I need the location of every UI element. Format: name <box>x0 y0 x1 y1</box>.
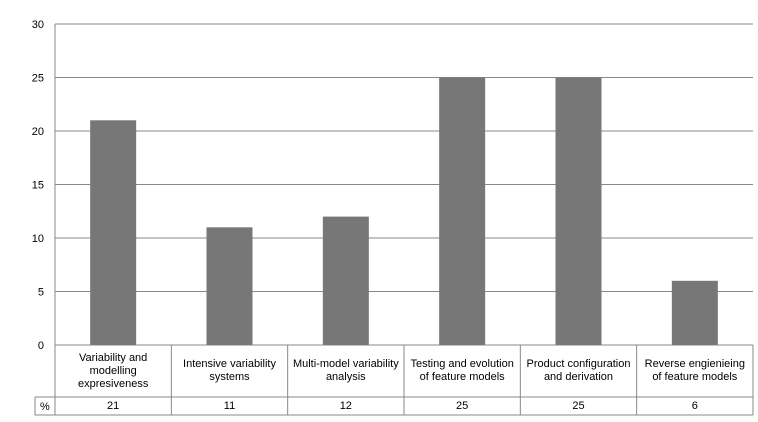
data-label: 25 <box>456 400 469 412</box>
x-tick-label: Reverse engienieing of feature models <box>644 358 745 383</box>
bar <box>90 120 137 345</box>
data-label: 21 <box>107 400 120 412</box>
data-label: 6 <box>691 400 698 412</box>
x-tick-label: Testing and evolution of feature models <box>410 358 514 383</box>
y-tick-label: 25 <box>32 73 44 85</box>
y-tick-label: 0 <box>38 340 44 352</box>
gridlines <box>54 23 753 346</box>
bar <box>555 77 602 345</box>
y-tick-label: 10 <box>32 233 44 245</box>
x-tick-label: Variability and modelling expresiveness <box>78 351 149 390</box>
y-axis-ticks: 0 5 10 15 20 25 30 <box>32 19 44 352</box>
y-tick-label: 20 <box>32 126 44 138</box>
bar <box>206 227 253 345</box>
data-label: 12 <box>339 400 352 412</box>
y-tick-label: 15 <box>32 180 44 192</box>
bar <box>671 280 718 345</box>
data-label: 11 <box>223 400 236 412</box>
y-tick-label: 30 <box>32 19 44 31</box>
bar <box>322 216 369 345</box>
bars <box>90 77 718 345</box>
x-tick-label: Product configuration and derivation <box>526 358 631 383</box>
bar <box>439 77 486 345</box>
data-label: 25 <box>572 400 585 412</box>
x-tick-label: Multi-model variability analysis <box>292 358 399 383</box>
data-table-row-label: % <box>40 401 50 413</box>
x-tick-label: Intensive variability systems <box>183 358 276 383</box>
y-tick-label: 5 <box>38 287 44 299</box>
data-table-lines <box>34 345 754 416</box>
